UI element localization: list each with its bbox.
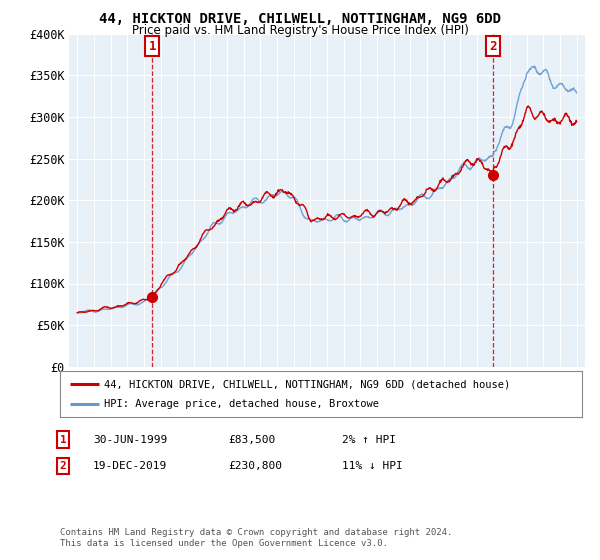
Text: 2: 2	[59, 461, 67, 471]
Text: 2: 2	[489, 40, 497, 53]
Text: Price paid vs. HM Land Registry's House Price Index (HPI): Price paid vs. HM Land Registry's House …	[131, 24, 469, 36]
Text: 2% ↑ HPI: 2% ↑ HPI	[342, 435, 396, 445]
Text: 1: 1	[148, 40, 156, 53]
Text: £230,800: £230,800	[228, 461, 282, 471]
Text: 44, HICKTON DRIVE, CHILWELL, NOTTINGHAM, NG9 6DD (detached house): 44, HICKTON DRIVE, CHILWELL, NOTTINGHAM,…	[104, 379, 511, 389]
Text: 1: 1	[59, 435, 67, 445]
Text: £83,500: £83,500	[228, 435, 275, 445]
Text: 11% ↓ HPI: 11% ↓ HPI	[342, 461, 403, 471]
Text: 30-JUN-1999: 30-JUN-1999	[93, 435, 167, 445]
Text: 44, HICKTON DRIVE, CHILWELL, NOTTINGHAM, NG9 6DD: 44, HICKTON DRIVE, CHILWELL, NOTTINGHAM,…	[99, 12, 501, 26]
Text: Contains HM Land Registry data © Crown copyright and database right 2024.
This d: Contains HM Land Registry data © Crown c…	[60, 528, 452, 548]
Text: HPI: Average price, detached house, Broxtowe: HPI: Average price, detached house, Brox…	[104, 399, 379, 409]
Text: 19-DEC-2019: 19-DEC-2019	[93, 461, 167, 471]
